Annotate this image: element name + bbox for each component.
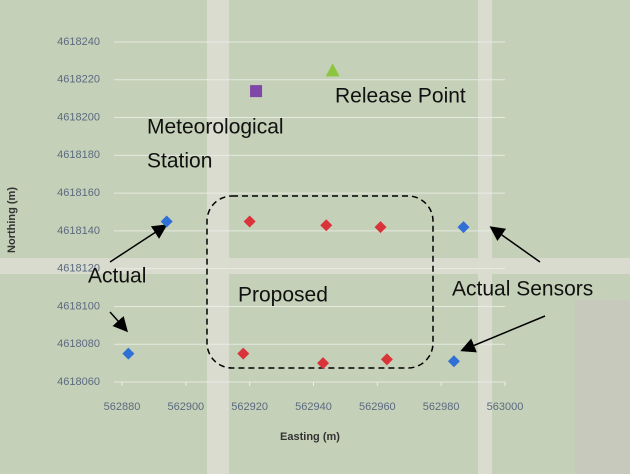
y-tick-label: 4618220 xyxy=(57,74,100,86)
y-tick-label: 4618060 xyxy=(57,376,100,388)
annotation: Station xyxy=(147,150,212,173)
point xyxy=(237,347,250,360)
arrow xyxy=(489,226,541,263)
y-tick-label: 4618180 xyxy=(57,149,100,161)
x-tick-label: 563000 xyxy=(487,401,524,413)
road xyxy=(478,0,492,474)
y-tick-label: 4618200 xyxy=(57,111,100,123)
arrow xyxy=(460,315,546,353)
annotation: Actual Sensors xyxy=(452,278,593,301)
y-tick-label: 4618160 xyxy=(57,187,100,199)
point xyxy=(380,353,393,366)
point xyxy=(317,357,330,370)
point xyxy=(122,347,135,360)
arrow xyxy=(109,311,128,333)
point xyxy=(160,215,173,228)
point xyxy=(243,215,256,228)
x-tick-label: 562920 xyxy=(231,401,268,413)
annotation: Proposed xyxy=(238,284,328,307)
proposed-region xyxy=(206,195,434,369)
point xyxy=(325,63,340,77)
y-tick-label: 4618120 xyxy=(57,263,100,275)
x-tick-label: 562880 xyxy=(104,401,141,413)
point xyxy=(374,221,387,234)
road xyxy=(0,258,630,274)
y-tick-label: 4618240 xyxy=(57,36,100,48)
point xyxy=(250,85,263,98)
annotation: Actual xyxy=(88,265,146,288)
annotation: Meteorological xyxy=(147,116,284,139)
point xyxy=(457,221,470,234)
building xyxy=(575,300,630,474)
arrow xyxy=(109,224,168,263)
point xyxy=(320,219,333,232)
y-tick-label: 4618140 xyxy=(57,225,100,237)
annotation: Release Point xyxy=(335,85,466,108)
x-axis-label: Easting (m) xyxy=(280,431,340,443)
x-tick-label: 562900 xyxy=(167,401,204,413)
x-tick-label: 562980 xyxy=(423,401,460,413)
x-tick-label: 562940 xyxy=(295,401,332,413)
road xyxy=(207,0,229,474)
y-axis-label: Northing (m) xyxy=(6,187,18,253)
y-tick-label: 4618080 xyxy=(57,338,100,350)
y-tick-label: 4618100 xyxy=(57,300,100,312)
point xyxy=(447,355,460,368)
x-tick-label: 562960 xyxy=(359,401,396,413)
